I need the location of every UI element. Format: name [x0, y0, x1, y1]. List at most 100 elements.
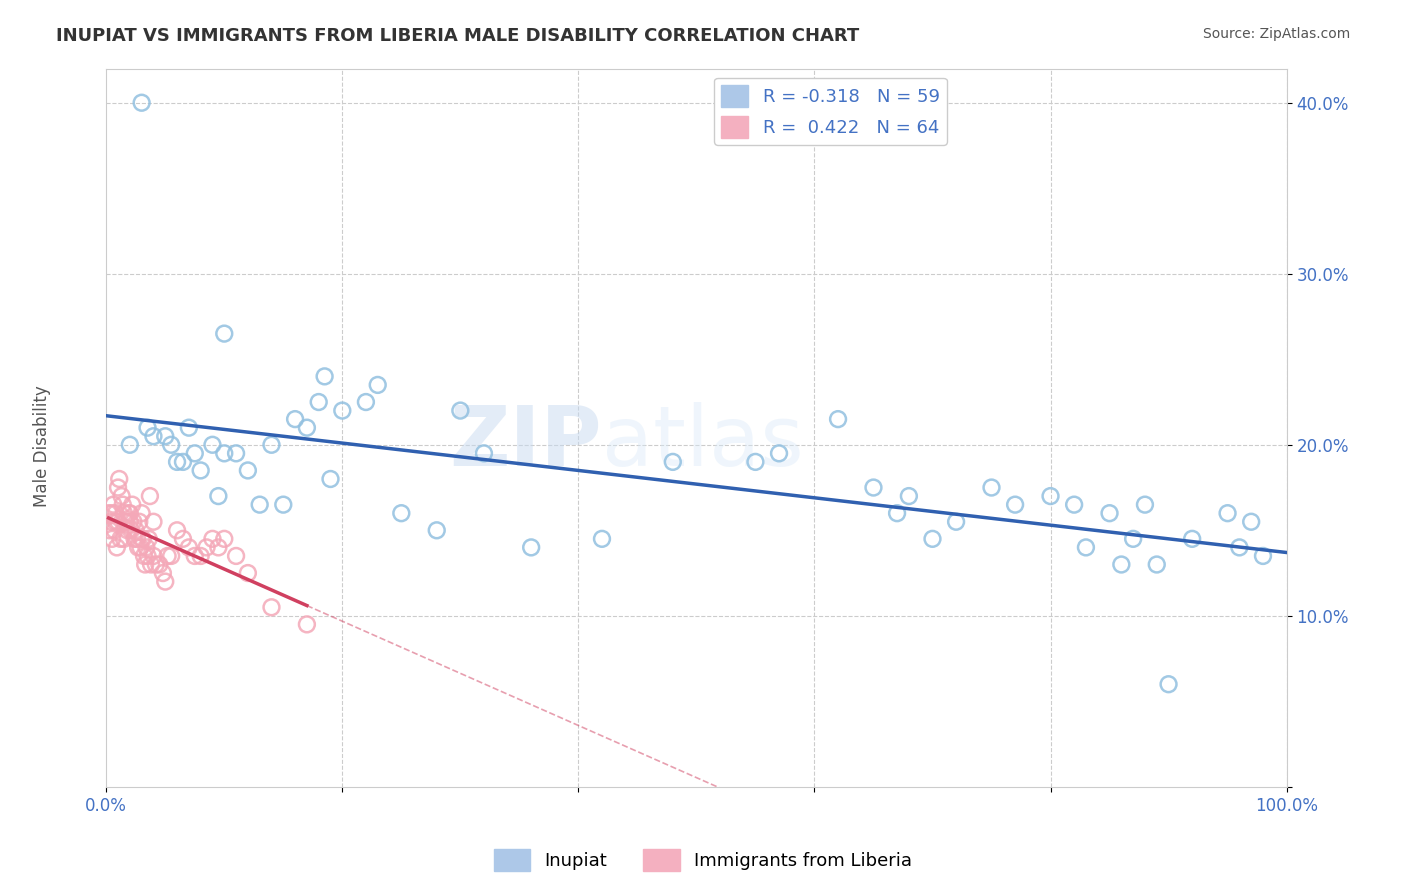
Point: [135, 541, 157, 555]
Point: [260, 600, 283, 615]
Point: [195, 541, 218, 555]
Point: [132, 532, 155, 546]
Point: [1216, 506, 1239, 520]
Point: [172, 532, 194, 546]
Point: [155, 429, 177, 443]
Point: [118, 506, 141, 520]
Point: [249, 498, 271, 512]
Point: [354, 395, 377, 409]
Text: Male Disability: Male Disability: [34, 385, 51, 507]
Point: [139, 489, 162, 503]
Text: ZIP: ZIP: [450, 401, 602, 483]
Point: [131, 95, 153, 110]
Point: [662, 455, 685, 469]
Point: [1146, 558, 1168, 572]
Point: [172, 455, 194, 469]
Point: [101, 532, 124, 546]
Point: [121, 498, 143, 512]
Point: [768, 446, 790, 460]
Point: [136, 420, 159, 434]
Point: [225, 549, 247, 563]
Point: [330, 403, 353, 417]
Point: [110, 489, 132, 503]
Point: [472, 446, 495, 460]
Point: [129, 541, 152, 555]
Point: [105, 541, 128, 555]
Text: INUPIAT VS IMMIGRANTS FROM LIBERIA MALE DISABILITY CORRELATION CHART: INUPIAT VS IMMIGRANTS FROM LIBERIA MALE …: [56, 27, 859, 45]
Point: [97, 506, 120, 520]
Point: [155, 574, 177, 589]
Point: [389, 506, 412, 520]
Point: [139, 558, 162, 572]
Point: [104, 506, 127, 520]
Point: [127, 541, 149, 555]
Point: [201, 532, 224, 546]
Text: Source: ZipAtlas.com: Source: ZipAtlas.com: [1202, 27, 1350, 41]
Point: [1157, 677, 1180, 691]
Point: [166, 524, 188, 538]
Point: [1039, 489, 1062, 503]
Point: [886, 506, 908, 520]
Point: [103, 524, 125, 538]
Legend: R = -0.318   N = 59, R =  0.422   N = 64: R = -0.318 N = 59, R = 0.422 N = 64: [714, 78, 948, 145]
Point: [160, 438, 183, 452]
Point: [1004, 498, 1026, 512]
Point: [214, 446, 236, 460]
Point: [112, 506, 135, 520]
Point: [115, 515, 138, 529]
Point: [142, 549, 165, 563]
Point: [1122, 532, 1144, 546]
Point: [921, 532, 943, 546]
Point: [319, 472, 342, 486]
Point: [118, 438, 141, 452]
Point: [177, 420, 200, 434]
Point: [1181, 532, 1204, 546]
Point: [1074, 541, 1097, 555]
Point: [117, 524, 139, 538]
Point: [184, 549, 207, 563]
Point: [128, 515, 150, 529]
Point: [827, 412, 849, 426]
Point: [156, 549, 179, 563]
Point: [120, 524, 142, 538]
Point: [1240, 515, 1263, 529]
Point: [520, 541, 543, 555]
Point: [118, 506, 141, 520]
Point: [426, 524, 449, 538]
Point: [118, 515, 141, 529]
Point: [591, 532, 613, 546]
Point: [136, 549, 159, 563]
Point: [138, 532, 160, 546]
Point: [1063, 498, 1085, 512]
Point: [308, 395, 330, 409]
Point: [1111, 558, 1133, 572]
Point: [1098, 506, 1121, 520]
Point: [107, 515, 129, 529]
Point: [284, 412, 307, 426]
Point: [184, 446, 207, 460]
Point: [125, 532, 148, 546]
Point: [207, 489, 229, 503]
Point: [152, 566, 174, 580]
Point: [201, 438, 224, 452]
Point: [190, 549, 212, 563]
Point: [131, 506, 153, 520]
Point: [1251, 549, 1274, 563]
Point: [111, 498, 134, 512]
Point: [897, 489, 920, 503]
Point: [112, 532, 135, 546]
Point: [103, 498, 125, 512]
Point: [1133, 498, 1156, 512]
Point: [1227, 541, 1250, 555]
Point: [100, 515, 122, 529]
Point: [101, 506, 124, 520]
Point: [108, 472, 131, 486]
Point: [295, 420, 318, 434]
Point: [114, 515, 136, 529]
Point: [98, 524, 121, 538]
Text: atlas: atlas: [602, 401, 804, 483]
Point: [142, 515, 165, 529]
Point: [104, 515, 127, 529]
Point: [145, 558, 167, 572]
Point: [125, 524, 148, 538]
